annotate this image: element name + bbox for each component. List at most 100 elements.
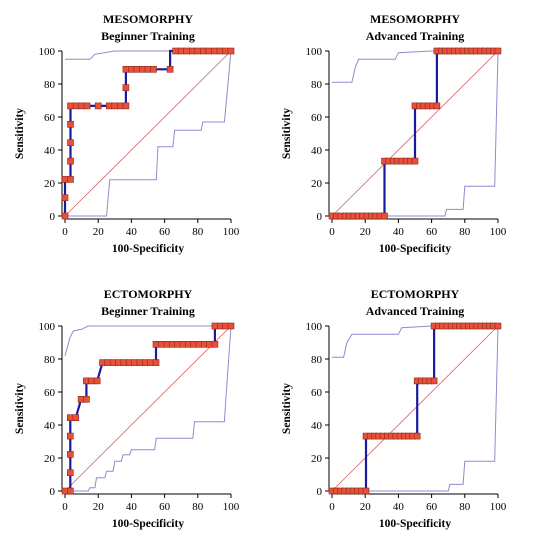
y-tick-label: 40 bbox=[44, 145, 56, 157]
roc-point-marker bbox=[111, 102, 119, 110]
roc-point-marker bbox=[72, 414, 80, 421]
ci-lower-line bbox=[65, 50, 232, 217]
x-tick-label: 20 bbox=[360, 501, 372, 513]
roc-point-marker bbox=[139, 66, 146, 73]
roc-point-marker bbox=[194, 47, 202, 55]
roc-point-marker bbox=[174, 341, 181, 348]
roc-point-marker bbox=[177, 47, 185, 55]
x-tick-label: 40 bbox=[393, 226, 405, 238]
roc-point-marker bbox=[227, 47, 235, 55]
y-tick-label: 100 bbox=[39, 46, 56, 58]
x-axis-label: 100-Specificity bbox=[112, 243, 184, 255]
roc-point-marker bbox=[117, 102, 124, 110]
ci-lower-line bbox=[332, 50, 499, 217]
roc-point-marker bbox=[183, 47, 190, 55]
roc-point-marker bbox=[144, 66, 152, 73]
roc-point-marker bbox=[67, 414, 74, 421]
roc-point-marker bbox=[67, 487, 74, 495]
roc-chart-svg: ECTOMORPHY Beginner Training 0 20 40 60 80 100 0… bbox=[14, 287, 240, 530]
roc-point-marker bbox=[205, 47, 213, 55]
roc-point-marker bbox=[211, 341, 219, 348]
roc-point-marker bbox=[152, 359, 160, 366]
x-axis-label: 100-Specificity bbox=[379, 518, 451, 530]
roc-point-marker bbox=[72, 102, 80, 110]
roc-point-marker bbox=[150, 66, 157, 73]
roc-point-marker bbox=[430, 377, 438, 385]
roc-point-marker bbox=[67, 432, 74, 440]
reference-diagonal bbox=[64, 50, 232, 217]
roc-point-marker bbox=[216, 47, 224, 55]
roc-point-marker bbox=[88, 377, 95, 385]
y-tick-label: 40 bbox=[311, 145, 323, 157]
roc-point-marker bbox=[106, 102, 113, 110]
x-tick-label: 60 bbox=[426, 226, 438, 238]
y-axis-label: Sensitivity bbox=[14, 108, 26, 159]
roc-point-marker bbox=[67, 176, 74, 183]
y-tick-label: 80 bbox=[44, 354, 56, 366]
y-tick-label: 100 bbox=[306, 321, 323, 333]
roc-curve-line bbox=[332, 49, 498, 218]
y-tick-label: 60 bbox=[311, 112, 323, 124]
chart-subtitle: Beginner Training bbox=[101, 304, 195, 318]
y-tick-label: 80 bbox=[311, 79, 323, 91]
roc-point-marker bbox=[94, 102, 102, 110]
y-axis-label: Sensitivity bbox=[281, 108, 293, 159]
roc-point-marker bbox=[411, 157, 419, 165]
x-tick-label: 80 bbox=[459, 501, 471, 513]
x-tick-label: 100 bbox=[490, 501, 507, 513]
y-tick-label: 0 bbox=[50, 486, 56, 498]
y-tick-label: 0 bbox=[317, 486, 323, 498]
chart-panel-mesomorphy-beginner: MESOMORPHY Beginner Training 0 20 40 60 80 100 0… bbox=[0, 0, 266, 275]
roc-point-marker bbox=[61, 176, 69, 183]
ci-lower-line bbox=[332, 325, 499, 492]
ci-upper-line bbox=[65, 50, 231, 60]
chart-subtitle: Beginner Training bbox=[101, 29, 195, 43]
roc-point-marker bbox=[125, 359, 133, 366]
ci-upper-line bbox=[332, 50, 498, 83]
roc-point-marker bbox=[67, 102, 74, 110]
x-tick-label: 20 bbox=[93, 501, 105, 513]
roc-point-marker bbox=[216, 322, 224, 330]
roc-point-marker bbox=[83, 102, 91, 110]
x-tick-label: 80 bbox=[192, 501, 204, 513]
y-tick-label: 20 bbox=[311, 453, 323, 465]
chart-title: MESOMORPHY bbox=[370, 12, 460, 26]
chart-subtitle: Advanced Training bbox=[366, 304, 465, 318]
roc-point-marker bbox=[61, 194, 69, 201]
chart-title: ECTOMORPHY bbox=[371, 287, 460, 301]
x-tick-label: 40 bbox=[126, 226, 138, 238]
roc-point-marker bbox=[122, 66, 130, 73]
roc-point-marker bbox=[67, 121, 74, 128]
roc-point-marker bbox=[172, 47, 179, 55]
roc-point-marker bbox=[122, 102, 130, 110]
x-tick-label: 0 bbox=[62, 226, 68, 238]
roc-point-marker bbox=[67, 139, 74, 146]
y-tick-label: 60 bbox=[44, 387, 56, 399]
roc-point-marker bbox=[67, 157, 74, 165]
x-tick-label: 40 bbox=[126, 501, 138, 513]
y-tick-label: 60 bbox=[44, 112, 56, 124]
y-tick-label: 40 bbox=[311, 420, 323, 432]
x-tick-label: 60 bbox=[159, 501, 171, 513]
roc-point-marker bbox=[189, 47, 196, 55]
x-tick-label: 0 bbox=[62, 501, 68, 513]
y-tick-label: 20 bbox=[44, 178, 56, 190]
chart-panel-ectomorphy-beginner: ECTOMORPHY Beginner Training 0 20 40 60 80 100 0… bbox=[0, 275, 266, 550]
ci-upper-line bbox=[332, 325, 498, 358]
roc-curve-line bbox=[332, 324, 498, 493]
roc-point-marker bbox=[128, 66, 135, 73]
roc-point-marker bbox=[222, 47, 229, 55]
x-tick-label: 80 bbox=[459, 226, 471, 238]
roc-point-marker bbox=[413, 432, 421, 440]
roc-point-marker bbox=[122, 84, 130, 91]
chart-panel-ectomorphy-advanced: ECTOMORPHY Advanced Training 0 20 40 60 80 100 0… bbox=[267, 275, 533, 550]
x-tick-label: 20 bbox=[360, 226, 372, 238]
roc-point-marker bbox=[195, 341, 203, 348]
x-axis-label: 100-Specificity bbox=[112, 518, 184, 530]
x-tick-label: 0 bbox=[329, 501, 335, 513]
roc-point-marker bbox=[433, 102, 441, 110]
reference-diagonal bbox=[64, 325, 232, 492]
y-axis-label: Sensitivity bbox=[14, 383, 26, 434]
x-tick-label: 100 bbox=[490, 226, 507, 238]
y-tick-label: 80 bbox=[311, 354, 323, 366]
